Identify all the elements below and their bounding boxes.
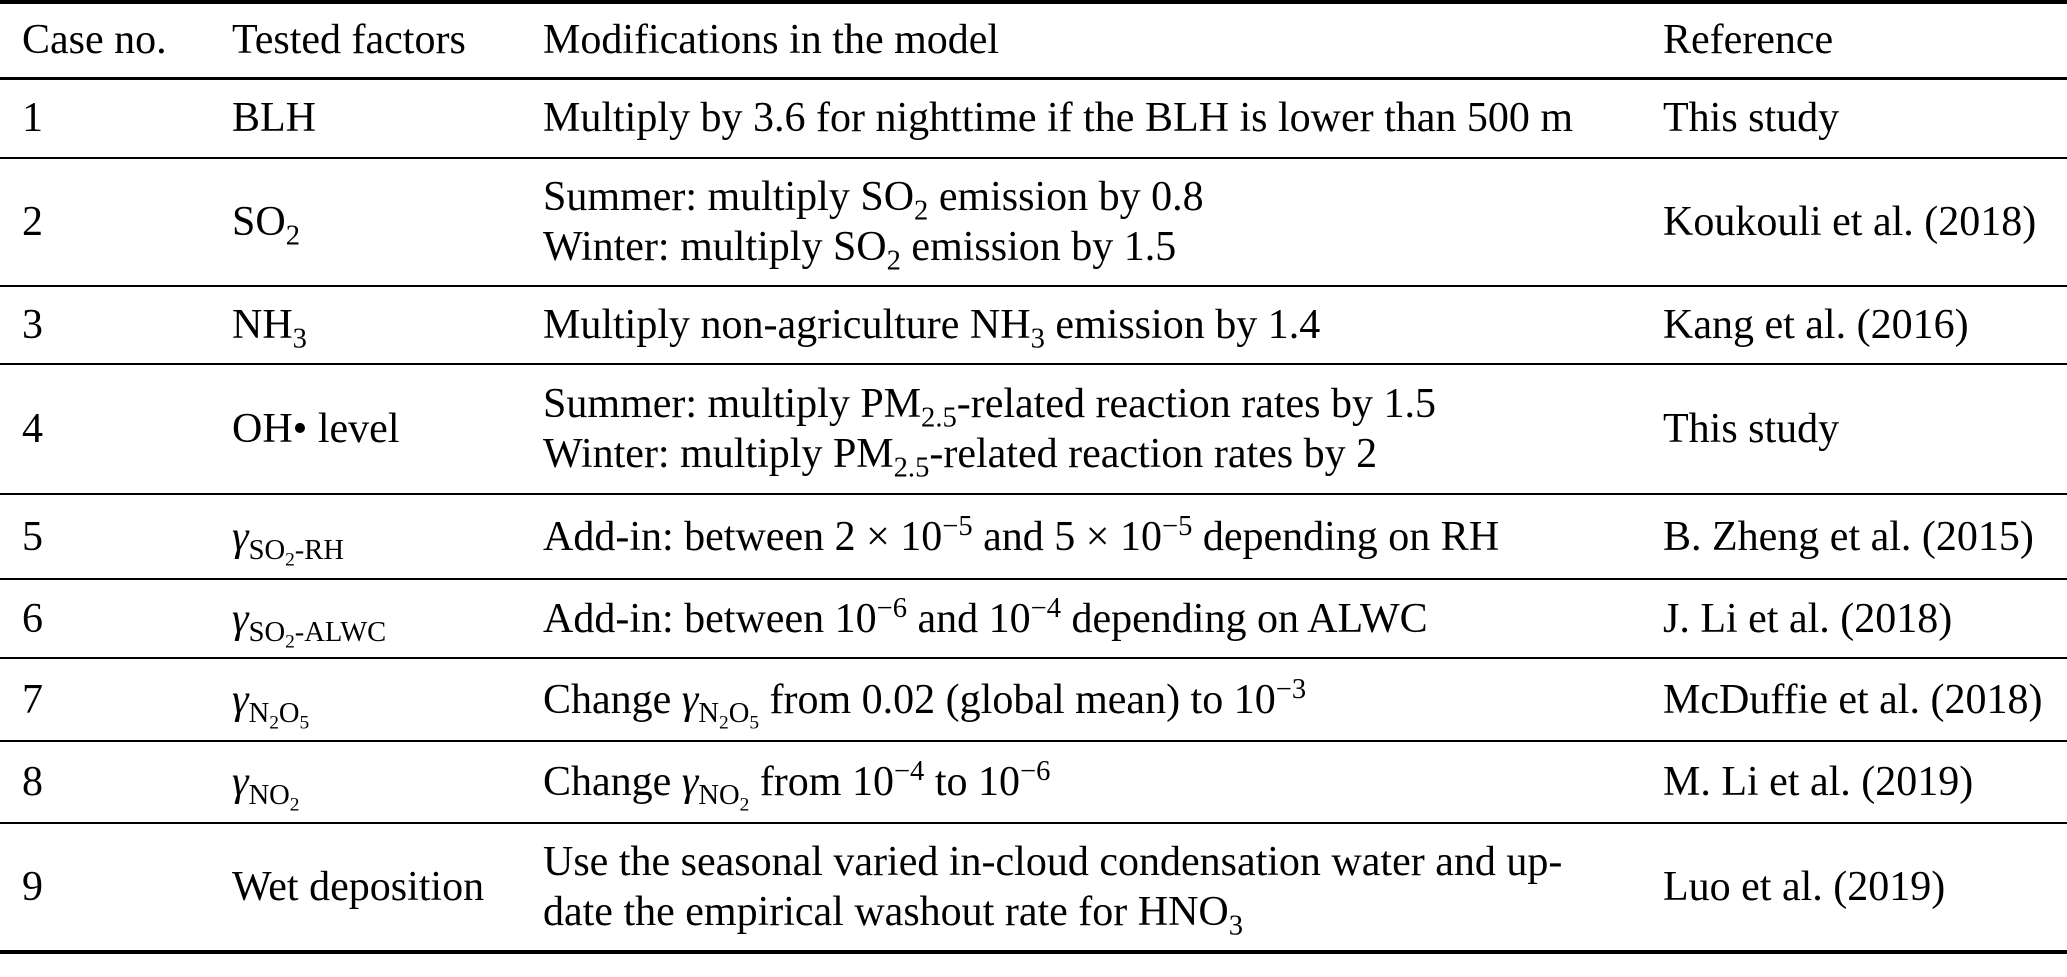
reference-cell: B. Zheng et al. (2015) <box>1663 513 2034 560</box>
case-no-cell: 5 <box>22 513 43 560</box>
modification-cell: Multiply non-agriculture NH3 emission by… <box>543 302 1321 355</box>
case-no-cell: 3 <box>22 302 43 348</box>
tested-factor-cell: NH3 <box>232 302 307 355</box>
reference-cell: Koukouli et al. (2018) <box>1663 199 2037 245</box>
table-row-case-8: 8 γNO2 Change γNO2 from 10−4 to 10−6 M. … <box>0 741 2067 823</box>
case-no-cell: 7 <box>22 676 43 723</box>
header-row: Case no. Tested factors Modifications in… <box>0 2 2067 78</box>
modification-cell: Use the seasonal varied in-cloud condens… <box>543 839 1563 942</box>
case-no-cell: 9 <box>22 864 43 910</box>
table-row-case-4: 4 OH• level Summer: multiply PM2.5-relat… <box>0 364 2067 494</box>
case-no-cell: 6 <box>22 595 43 642</box>
modification-cell: Multiply by 3.6 for nighttime if the BLH… <box>543 95 1574 142</box>
reference-cell: Luo et al. (2019) <box>1663 864 1946 910</box>
modification-cell: Add-in: between 2 × 10−5 and 5 × 10−5 de… <box>543 510 1500 560</box>
table-row-case-2: 2 SO2 Summer: multiply SO2 emission by 0… <box>0 158 2067 286</box>
modification-cell: Change γN2O5 from 0.02 (global mean) to … <box>543 673 1307 734</box>
col-header-reference: Reference <box>1663 17 1834 64</box>
table-row-case-1: 1 BLH Multiply by 3.6 for nighttime if t… <box>0 78 2067 158</box>
tested-factor-cell: γSO2-RH <box>232 513 344 571</box>
case-no-cell: 4 <box>22 406 43 452</box>
table-row-case-3: 3 NH3 Multiply non-agriculture NH3 emiss… <box>0 286 2067 364</box>
tested-factor-cell: OH• level <box>232 406 400 452</box>
col-header-modifications: Modifications in the model <box>543 17 1000 64</box>
table-row-case-7: 7 γN2O5 Change γN2O5 from 0.02 (global m… <box>0 658 2067 741</box>
reference-cell: This study <box>1663 95 1840 142</box>
tested-factor-cell: γN2O5 <box>232 676 310 734</box>
reference-cell: Kang et al. (2016) <box>1663 302 1969 348</box>
model-sensitivity-cases-table: Case no. Tested factors Modifications in… <box>0 0 2067 954</box>
tested-factor-cell: SO2 <box>232 199 300 252</box>
modification-cell: Change γNO2 from 10−4 to 10−6 <box>543 756 1051 817</box>
reference-cell: J. Li et al. (2018) <box>1663 595 1953 642</box>
table-row-case-9: 9 Wet deposition Use the seasonal varied… <box>0 823 2067 952</box>
table-row-case-5: 5 γSO2-RH Add-in: between 2 × 10−5 and 5… <box>0 494 2067 579</box>
table-row-case-6: 6 γSO2-ALWC Add-in: between 10−6 and 10−… <box>0 579 2067 658</box>
col-header-tested-factors: Tested factors <box>232 17 466 64</box>
tested-factor-cell: γNO2 <box>232 759 300 817</box>
case-no-cell: 8 <box>22 759 43 805</box>
reference-cell: M. Li et al. (2019) <box>1663 759 1974 805</box>
modification-cell: Add-in: between 10−6 and 10−4 depending … <box>543 592 1428 642</box>
reference-cell: This study <box>1663 406 1840 452</box>
modification-cell: Summer: multiply SO2 emission by 0.8 Wint… <box>543 174 1204 277</box>
reference-cell: McDuffie et al. (2018) <box>1663 676 2043 723</box>
case-no-cell: 2 <box>22 199 43 245</box>
col-header-case-no: Case no. <box>22 17 167 64</box>
modification-cell: Summer: multiply PM2.5-related reaction … <box>543 381 1437 484</box>
case-no-cell: 1 <box>22 95 43 142</box>
tested-factor-cell: Wet deposition <box>232 864 485 910</box>
tested-factor-cell: γSO2-ALWC <box>232 595 387 653</box>
tested-factor-cell: BLH <box>232 95 316 142</box>
